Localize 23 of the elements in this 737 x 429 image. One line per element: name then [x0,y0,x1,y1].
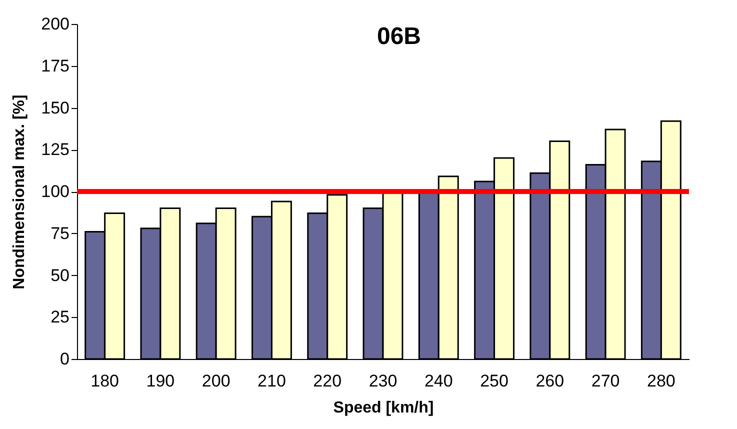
y-axis-title: Nondimensional max. [%] [11,94,28,290]
x-tick-label: 210 [258,372,286,390]
x-tick-label: 270 [591,372,620,390]
x-axis-title: Speed [km/h] [333,400,434,416]
x-tick-label: 280 [646,372,676,390]
y-tick-label: 75 [50,224,70,243]
x-tick-label: 260 [536,372,564,390]
annotation: 06B [376,23,422,50]
y-tick-label: 175 [41,56,70,76]
y-tick-label: 150 [41,98,70,118]
y-tick-label: 0 [60,350,70,368]
x-tick-label: 240 [424,372,453,390]
y-tick-label: 50 [50,266,70,285]
x-tick-label: 250 [480,372,508,390]
y-tick-label: 25 [50,308,70,327]
x-tick-label: 230 [368,372,398,390]
x-tick-label: 180 [90,372,120,390]
x-tick-label: 220 [313,372,342,390]
x-tick-label: 200 [202,372,230,390]
y-tick-label: 125 [41,140,70,160]
x-tick-label: 190 [146,372,175,390]
y-tick-label: 200 [41,14,70,34]
y-tick-label: 100 [41,182,70,201]
